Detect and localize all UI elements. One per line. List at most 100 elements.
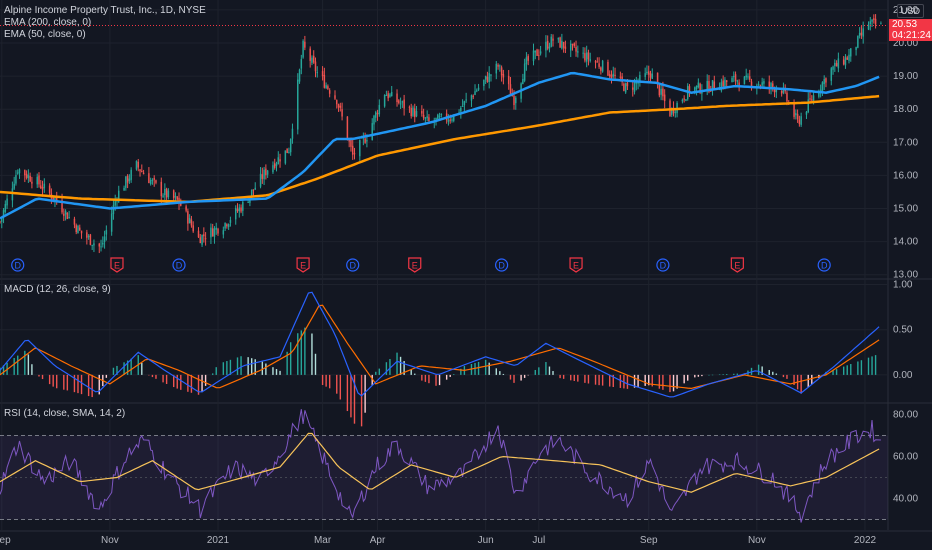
macd-histogram-bar <box>697 374 700 377</box>
candle-body <box>546 40 549 49</box>
candle-body <box>569 43 572 51</box>
macd-histogram-bar <box>594 374 597 385</box>
candle-body <box>695 85 698 89</box>
macd-histogram-bar <box>105 374 108 378</box>
macd-histogram-bar <box>328 374 331 389</box>
candle-body <box>213 228 216 237</box>
price-tick-label: 17.00 <box>893 137 918 148</box>
macd-histogram-bar <box>782 374 785 378</box>
macd-histogram-bar <box>527 374 529 376</box>
candle-body <box>125 176 127 188</box>
price-tick-label: 18.00 <box>893 104 918 115</box>
candle-body <box>470 95 473 101</box>
rsi-tick-label: 40.00 <box>893 494 918 505</box>
candle-body <box>247 201 249 203</box>
earnings-icon <box>408 257 422 273</box>
candle-body <box>685 99 687 101</box>
candle-body <box>0 221 1 223</box>
macd-histogram-bar <box>598 374 600 386</box>
macd-histogram-bar <box>112 367 115 375</box>
candle-body <box>594 61 597 63</box>
dividend-icon <box>656 258 670 272</box>
candle-body <box>261 174 264 179</box>
macd-histogram-bar <box>488 362 490 375</box>
candle-body <box>187 211 189 224</box>
macd-histogram-bar <box>24 350 26 375</box>
candle-body <box>486 76 489 82</box>
candle-body <box>465 99 467 101</box>
candle-body <box>137 161 139 168</box>
macd-histogram-bar <box>41 374 44 380</box>
macd-legend[interactable]: MACD (12, 26, close, 9) <box>4 284 111 295</box>
candle-body <box>98 243 101 247</box>
macd-tick-label: 0.50 <box>893 325 913 336</box>
candle-body <box>842 59 845 65</box>
rsi-ma-line <box>0 432 880 493</box>
candle-body <box>291 128 294 139</box>
candle-body <box>227 224 230 227</box>
macd-histogram-bar <box>197 374 200 395</box>
macd-histogram-bar <box>300 330 303 375</box>
macd-histogram-bar <box>403 361 405 375</box>
ema50-legend[interactable]: EMA (50, close, 0) <box>4 29 86 40</box>
candle-body <box>149 180 152 184</box>
macd-histogram-bar <box>116 365 118 375</box>
rsi-legend[interactable]: RSI (14, close, SMA, 14, 2) <box>4 408 126 419</box>
candle-body <box>73 218 76 225</box>
candle-body <box>647 71 650 75</box>
macd-histogram-bar <box>835 369 838 375</box>
candle-body <box>598 63 600 67</box>
candle-body <box>522 78 524 85</box>
rsi-line <box>0 409 881 523</box>
candle-body <box>573 43 576 47</box>
candle-body <box>1 217 3 222</box>
candle-body <box>722 80 724 87</box>
candle-body <box>880 23 882 25</box>
symbol-title[interactable]: Alpine Income Property Trust, Inc., 1D, … <box>4 5 206 16</box>
candle-body <box>694 87 696 92</box>
macd-histogram-bar <box>786 374 788 379</box>
macd-histogram-bar <box>424 374 427 382</box>
candle-body <box>575 47 577 52</box>
macd-histogram-bar <box>857 361 859 375</box>
macd-histogram-bar <box>672 374 675 392</box>
candle-body <box>561 40 563 49</box>
candle-body <box>437 114 439 120</box>
candle-body <box>142 172 145 175</box>
candle-body <box>545 41 547 51</box>
candle-body <box>772 83 774 88</box>
dividend-icon <box>495 258 509 272</box>
candle-body <box>105 230 108 235</box>
macd-histogram-bar <box>187 374 189 392</box>
candle-body <box>6 198 8 206</box>
candle-body <box>153 178 155 180</box>
last-price-badge: 20.53 04:21:24 <box>889 19 932 42</box>
macd-histogram-bar <box>123 362 125 375</box>
candle-body <box>738 82 740 86</box>
candle-body <box>550 36 552 47</box>
price-tick-label: 19.00 <box>893 71 918 82</box>
macd-histogram-bar <box>445 374 448 380</box>
macd-histogram-bar <box>250 358 253 375</box>
candle-body <box>763 81 765 84</box>
candle-body <box>523 63 526 81</box>
candle-body <box>75 225 77 232</box>
candle-body <box>148 173 150 184</box>
candle-body <box>254 187 256 190</box>
candle-body <box>304 41 306 48</box>
event-marker-label: D <box>660 261 667 271</box>
macd-signal-line <box>0 304 880 390</box>
price-tick-label: 13.00 <box>893 270 918 281</box>
macd-histogram-bar <box>389 359 391 375</box>
candle-body <box>451 119 453 121</box>
candle-body <box>759 85 762 87</box>
candle-body <box>846 57 848 60</box>
candle-body <box>720 82 723 91</box>
macd-histogram-bar <box>513 374 515 383</box>
candle-body <box>507 75 510 85</box>
candle-body <box>474 91 476 96</box>
ema200-legend[interactable]: EMA (200, close, 0) <box>4 17 92 28</box>
macd-histogram-bar <box>669 374 671 393</box>
currency-label[interactable]: USD <box>896 4 924 18</box>
